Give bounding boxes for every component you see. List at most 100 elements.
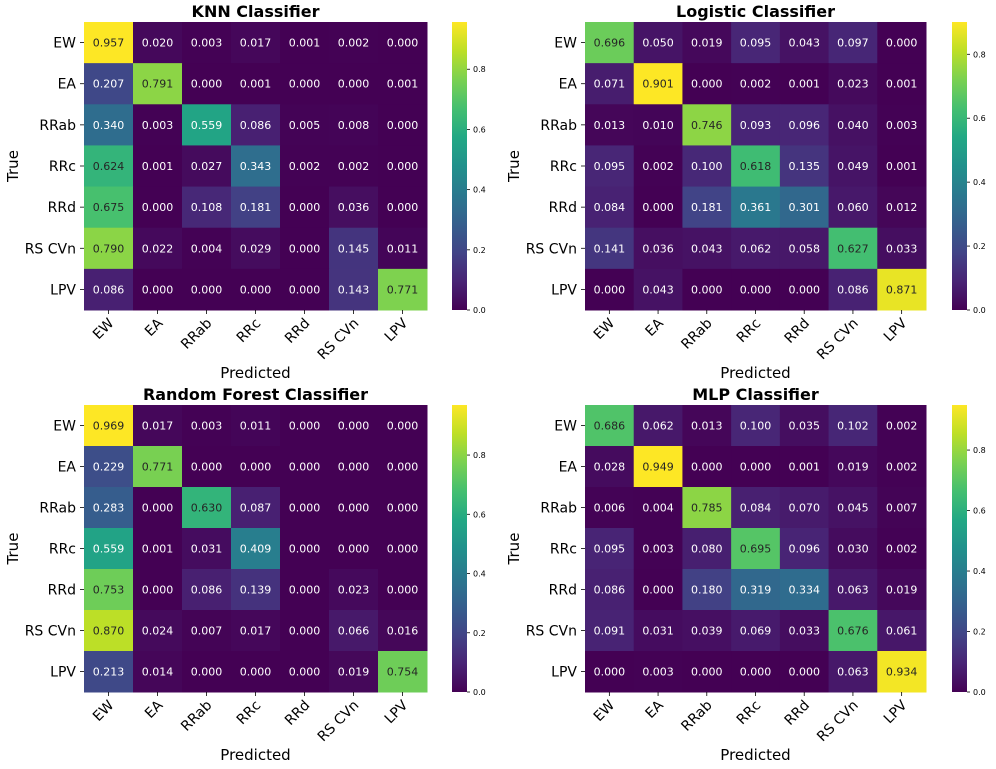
heatmap-cell [231, 186, 281, 229]
cell-value-label: 0.030 [837, 543, 869, 556]
cell-value-label: 0.071 [594, 78, 626, 91]
y-tick-label: RRc [550, 542, 577, 558]
heatmap-cell [231, 227, 281, 270]
cell-value-label: 0.086 [191, 584, 223, 597]
cell-value-label: 0.000 [387, 119, 419, 132]
y-axis-label: True [505, 150, 523, 183]
cell-value-label: 0.063 [837, 584, 869, 597]
heatmap-cell [585, 104, 635, 146]
cell-value-label: 0.618 [740, 160, 772, 173]
heatmap-cell [280, 22, 330, 64]
cell-value-label: 0.000 [191, 283, 223, 296]
y-tick-label: RS CVn [25, 624, 76, 640]
heatmap-cell [133, 268, 183, 311]
cell-value-label: 0.969 [93, 420, 125, 433]
heatmap-cell [779, 487, 830, 529]
cell-value-label: 0.785 [691, 502, 723, 515]
cell-value-label: 0.080 [691, 543, 723, 556]
cell-value-label: 0.000 [289, 283, 321, 296]
heatmap-cell [182, 405, 232, 447]
cell-value-label: 0.181 [240, 201, 272, 214]
chart-title: Logistic Classifier [676, 2, 835, 21]
y-tick-label: RS CVn [25, 241, 76, 257]
cell-value-label: 0.049 [837, 160, 869, 173]
y-tick-label: RRd [549, 200, 577, 216]
cell-value-label: 0.091 [594, 625, 626, 638]
heatmap-cell [231, 651, 281, 693]
heatmap-cell [329, 186, 379, 229]
cell-value-label: 0.002 [740, 78, 772, 91]
heatmap-cell [633, 145, 683, 188]
heatmap-cell [133, 63, 183, 105]
cell-value-label: 0.000 [691, 283, 723, 296]
heatmap-cell [378, 405, 428, 447]
heatmap-cell [877, 528, 927, 570]
heatmap-cell [378, 63, 428, 105]
cell-value-label: 0.000 [387, 461, 419, 474]
cell-value-label: 0.000 [387, 502, 419, 515]
x-tick-label: RRd [282, 698, 313, 729]
cell-value-label: 0.000 [289, 625, 321, 638]
cell-value-label: 0.045 [837, 502, 869, 515]
heatmap-cell [329, 22, 379, 64]
x-tick-label: RS CVn [814, 316, 862, 364]
heatmap-cell [585, 651, 635, 693]
cell-value-label: 0.011 [387, 242, 419, 255]
heatmap-cell [84, 186, 134, 229]
heatmap-cell [731, 446, 781, 488]
x-tick-label: RS CVn [814, 698, 862, 746]
heatmap-cell [133, 610, 183, 652]
x-tick-label: RRd [782, 316, 813, 347]
x-tick-label: LPV [881, 697, 911, 727]
cell-value-label: 0.000 [289, 201, 321, 214]
heatmap-cell [877, 22, 927, 64]
chart-title: MLP Classifier [692, 385, 819, 404]
heatmap-panel-2: Logistic Classifier 0.696 0.050 0.019 0.095 0… [505, 2, 986, 382]
x-tick-label: RRab [178, 697, 215, 734]
cell-value-label: 0.213 [93, 666, 125, 679]
heatmap-cell [731, 610, 781, 652]
cell-value-label: 0.870 [93, 625, 125, 638]
heatmap-cell [378, 268, 428, 311]
x-tick-label: RRab [178, 315, 215, 352]
heatmap-cell [378, 104, 428, 146]
heatmap-cell [682, 104, 732, 146]
heatmap-cell [133, 227, 183, 270]
cell-value-label: 0.000 [691, 666, 723, 679]
heatmap-cell [877, 145, 927, 188]
cell-value-label: 0.060 [837, 201, 869, 214]
heatmap-cell [84, 145, 134, 188]
cell-value-label: 0.050 [642, 37, 674, 50]
heatmap-cell [585, 446, 635, 488]
heatmap-cell [828, 651, 878, 693]
heatmap-cell [182, 104, 232, 146]
heatmap-cell [828, 227, 878, 270]
y-tick-label: RS CVn [526, 624, 577, 640]
cell-value-label: 0.096 [788, 543, 820, 556]
heatmap-cell [182, 569, 232, 611]
heatmap-cell [779, 104, 830, 146]
cell-value-label: 0.000 [387, 37, 419, 50]
heatmap-cell [828, 487, 878, 529]
y-tick-label: RRab [540, 118, 577, 134]
heatmap-cell [731, 528, 781, 570]
heatmap-cell [182, 227, 232, 270]
heatmap-cell [378, 446, 428, 488]
cell-value-label: 0.141 [594, 242, 626, 255]
x-tick-label: LPV [881, 315, 911, 345]
heatmap-cell [231, 446, 281, 488]
cell-value-label: 0.000 [191, 78, 223, 91]
cell-value-label: 0.686 [594, 420, 626, 433]
colorbar-tick-label: 0.8 [473, 451, 486, 460]
cell-value-label: 0.000 [788, 666, 820, 679]
heatmap-cell [378, 651, 428, 693]
x-tick-label: RRab [678, 697, 715, 734]
cell-value-label: 0.001 [142, 160, 174, 173]
heatmap-cell [731, 268, 781, 311]
cell-value-label: 0.008 [338, 119, 370, 132]
cell-value-label: 0.000 [240, 666, 272, 679]
heatmap-cell [329, 145, 379, 188]
x-tick-label: RRd [782, 698, 813, 729]
y-tick-label: RRc [550, 159, 577, 175]
